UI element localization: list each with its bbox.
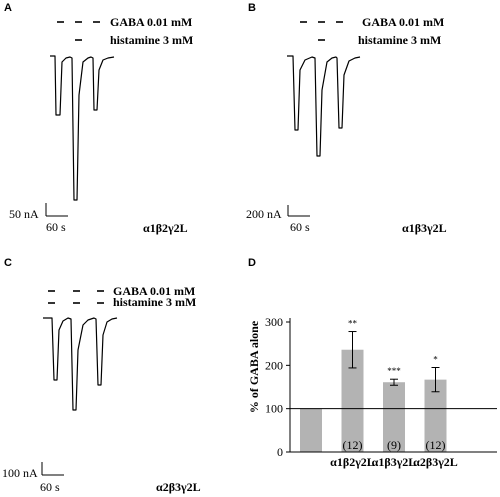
bar bbox=[341, 349, 364, 452]
scale-bar-b bbox=[287, 205, 310, 217]
x-tick-label: α1β2γ2L bbox=[330, 455, 375, 469]
scale-current-label-a: 50 nA bbox=[9, 207, 39, 221]
subunit-label-a: α1β2γ2L bbox=[143, 221, 188, 235]
significance-marker: ** bbox=[348, 319, 358, 329]
current-trace-c bbox=[43, 317, 118, 411]
scale-time-label-a: 60 s bbox=[46, 220, 66, 234]
significance-marker: *** bbox=[387, 366, 401, 376]
panel-a: A GABA 0.01 mM histamine 3 mM 50 nA 60 s… bbox=[4, 2, 193, 235]
scale-bar-a bbox=[45, 203, 68, 217]
panel-letter-a: A bbox=[4, 2, 12, 14]
subunit-label-b: α1β3γ2L bbox=[402, 221, 447, 235]
subunit-label-c: α2β3γ2L bbox=[156, 480, 201, 494]
x-tick-label: α1β3γ2L bbox=[372, 455, 417, 469]
current-trace-a bbox=[50, 55, 115, 201]
y-tick-label: 100 bbox=[265, 402, 283, 416]
bar-chart-d: D % of GABA alone 0 100 200 300 ** (12) α1β2γ2… bbox=[247, 257, 497, 469]
histamine-label: histamine 3 mM bbox=[110, 33, 193, 47]
histamine-label: histamine 3 mM bbox=[358, 33, 441, 47]
y-tick-label: 300 bbox=[265, 315, 283, 329]
scale-time-label-c: 60 s bbox=[40, 480, 60, 494]
gaba-label: GABA 0.01 mM bbox=[110, 15, 192, 29]
y-tick-label: 0 bbox=[277, 445, 283, 459]
bar bbox=[424, 379, 447, 452]
scale-bar-c bbox=[41, 462, 64, 476]
current-trace-b bbox=[287, 55, 361, 157]
panel-c: C GABA 0.01 mM histamine 3 mM 100 nA 60 … bbox=[2, 257, 201, 494]
panel-letter-b: B bbox=[248, 2, 256, 14]
scale-time-label-b: 60 s bbox=[290, 220, 310, 234]
n-label: (12) bbox=[343, 438, 363, 452]
bar bbox=[383, 382, 405, 452]
scale-current-label-b: 200 nA bbox=[246, 207, 282, 221]
y-tick-label: 200 bbox=[265, 358, 283, 372]
panel-letter-d: D bbox=[248, 257, 256, 269]
bar bbox=[300, 408, 322, 452]
gaba-label: GABA 0.01 mM bbox=[362, 15, 444, 29]
histamine-label: histamine 3 mM bbox=[113, 295, 196, 309]
scale-current-label-c: 100 nA bbox=[2, 466, 38, 480]
x-tick-label: α2β3γ2L bbox=[413, 455, 458, 469]
panel-b: B GABA 0.01 mM histamine 3 mM 200 nA 60 … bbox=[246, 2, 447, 235]
n-label: (12) bbox=[426, 438, 446, 452]
n-label: (9) bbox=[387, 438, 401, 452]
gaba-label: GABA 0.01 mM bbox=[113, 284, 195, 298]
significance-marker: * bbox=[433, 355, 438, 365]
panel-letter-c: C bbox=[4, 257, 12, 269]
y-axis-label: % of GABA alone bbox=[247, 320, 261, 413]
